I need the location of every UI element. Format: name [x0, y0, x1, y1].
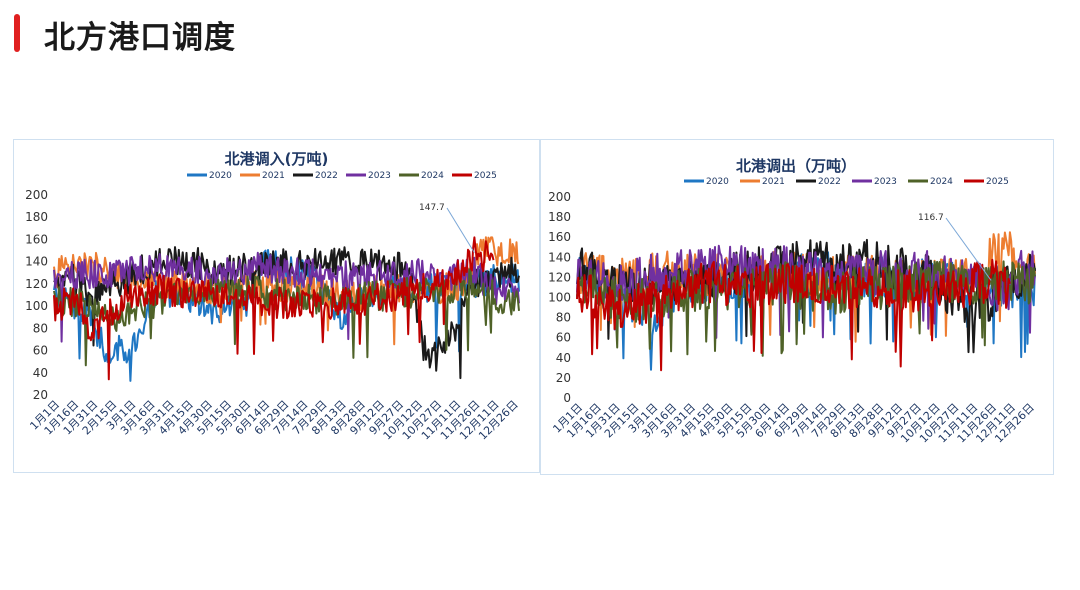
y-tick-label: 140: [548, 250, 571, 264]
series-line-2022: [53, 246, 520, 380]
legend-label-2024: 2024: [421, 171, 444, 181]
y-tick-label: 180: [548, 210, 571, 224]
legend-label-2023: 2023: [874, 177, 897, 187]
legend-label-2021: 2021: [262, 171, 285, 181]
legend-label-2023: 2023: [368, 171, 391, 181]
chart-title: 北港调出（万吨）: [736, 157, 856, 175]
y-tick-label: 20: [33, 388, 48, 402]
y-tick-label: 160: [548, 230, 571, 244]
y-tick-label: 160: [25, 232, 48, 246]
y-tick-label: 200: [548, 190, 571, 204]
legend-label-2025: 2025: [986, 177, 1009, 187]
legend-label-2024: 2024: [930, 177, 953, 187]
legend-label-2025: 2025: [474, 171, 497, 181]
annotation-label: 116.7: [918, 213, 944, 223]
chart-title: 北港调入(万吨): [225, 150, 329, 168]
y-tick-label: 180: [25, 210, 48, 224]
y-tick-label: 40: [33, 366, 48, 380]
series-line-2025: [53, 236, 495, 381]
page-title: 北方港口调度: [44, 20, 236, 56]
legend-label-2020: 2020: [209, 171, 232, 181]
series-line-2024: [576, 260, 1036, 357]
y-tick-label: 140: [25, 255, 48, 269]
y-tick-label: 200: [25, 188, 48, 202]
legend-label-2022: 2022: [818, 177, 841, 187]
outflow-chart: 北港调出（万吨） 2020 2021 2022 2023 2024 2025 0 20 40 60 8…: [548, 157, 1037, 445]
legend-label-2021: 2021: [762, 177, 785, 187]
y-tick-label: 120: [548, 270, 571, 284]
annotation-label: 147.7: [419, 203, 445, 213]
legend-label-2022: 2022: [315, 171, 338, 181]
y-tick-label: 80: [33, 321, 48, 335]
title-accent-bar: [14, 14, 20, 52]
y-tick-label: 80: [556, 311, 571, 325]
annotation-leader: [945, 217, 992, 281]
series-line-2025: [576, 258, 1011, 372]
y-tick-label: 60: [33, 344, 48, 358]
y-tick-label: 120: [25, 277, 48, 291]
y-tick-label: 40: [556, 351, 571, 365]
y-tick-label: 60: [556, 331, 571, 345]
y-tick-label: 0: [563, 391, 571, 405]
chart-panel-outflow: 北港调出（万吨） 2020 2021 2022 2023 2024 2025 0 20 40 60 8…: [540, 139, 1054, 475]
inflow-chart: 北港调入(万吨) 2020 2021 2022 2023 2024 2025 20 40 60 80…: [25, 150, 521, 442]
legend-label-2020: 2020: [706, 177, 729, 187]
y-tick-label: 100: [25, 299, 48, 313]
y-tick-label: 100: [548, 291, 571, 305]
annotation-leader: [446, 207, 475, 254]
y-tick-label: 20: [556, 371, 571, 385]
chart-panel-inflow: 北港调入(万吨) 2020 2021 2022 2023 2024 2025 20 40 60 80…: [13, 139, 540, 473]
